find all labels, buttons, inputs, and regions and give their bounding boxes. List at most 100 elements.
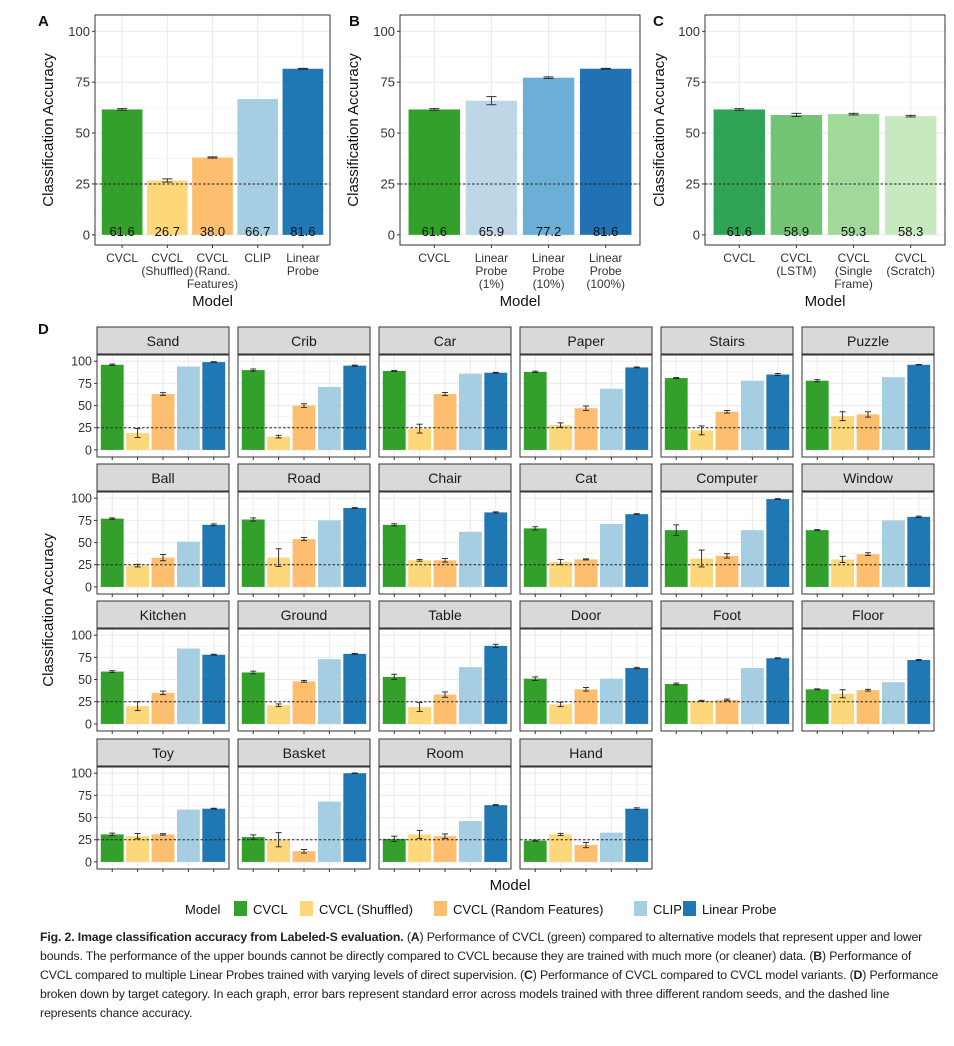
legend-swatch-1	[300, 901, 313, 916]
y-tick-label: 0	[85, 855, 92, 869]
x-tick-label-line: (Scratch)	[886, 264, 935, 278]
bar-random-features	[433, 694, 457, 724]
bar-random-features	[856, 690, 880, 724]
bar-random-features	[292, 681, 316, 724]
bar-clip	[458, 667, 482, 724]
x-tick-label-line: CVCL	[106, 251, 138, 265]
facet-strip-paper	[519, 326, 653, 355]
facet-title: Basket	[283, 745, 326, 761]
x-tick-label-line: (1%)	[479, 277, 504, 291]
data-label: 77.2	[536, 224, 561, 239]
x-tick-label: CVCL (Scratch)	[886, 251, 935, 278]
bar-4	[282, 68, 324, 235]
legend-swatch-4	[683, 901, 696, 916]
x-tick-label: CVCL (Single Frame)	[834, 251, 873, 291]
facet-road	[237, 491, 371, 597]
y-tick-label: 0	[388, 227, 395, 242]
facet-title: Door	[571, 607, 602, 623]
legend-swatch-0	[234, 901, 247, 916]
data-label: 26.7	[155, 224, 180, 239]
x-tick-label-line: Probe	[475, 264, 507, 278]
bar-shuffled	[549, 834, 573, 862]
y-axis-title: Classification Accuracy	[651, 53, 668, 207]
bar-random-features	[574, 408, 598, 450]
bar-linear-probe	[766, 499, 790, 587]
y-tick-label: 75	[76, 75, 90, 90]
x-tick-label-line: Linear	[589, 251, 622, 265]
bar-linear-probe	[625, 668, 649, 724]
facet-title: Kitchen	[140, 607, 187, 623]
facet-strip-basket	[237, 738, 371, 767]
data-label: 65.9	[479, 224, 504, 239]
facet-title: Room	[426, 745, 463, 761]
facet-title: Ball	[151, 470, 174, 486]
x-tick-label-line: CVCL	[196, 251, 228, 265]
y-axis-title: Classification Accuracy	[40, 533, 57, 687]
x-tick-label-line: CLIP	[244, 251, 271, 265]
facet-title: Puzzle	[847, 333, 889, 349]
bar-linear-probe	[625, 808, 649, 862]
y-tick-label: 50	[78, 536, 92, 550]
bar-clip	[599, 388, 623, 450]
caption-segment: (	[403, 930, 411, 944]
facet-title: Chair	[428, 470, 462, 486]
x-tick-label-line: CVCL	[418, 251, 450, 265]
x-tick-label: Linear Probe (1%)	[475, 251, 508, 291]
facet-strip-window	[801, 463, 935, 492]
facet-cat	[519, 491, 653, 597]
bar-1	[146, 180, 188, 235]
facet-title: Hand	[569, 745, 602, 761]
facet-strip-car	[378, 326, 512, 355]
legend-swatch-2	[434, 901, 447, 916]
bar-clip	[881, 377, 905, 450]
bar-cvcl	[100, 518, 124, 587]
x-tick-label-line: (10%)	[533, 277, 565, 291]
y-tick-label: 100	[71, 629, 92, 643]
bar-linear-probe	[907, 660, 931, 724]
bar-clip	[176, 809, 200, 862]
facet-title: Stairs	[709, 333, 745, 349]
y-tick-label: 75	[78, 377, 92, 391]
y-tick-label: 25	[76, 176, 90, 191]
bar-cvcl	[664, 683, 688, 724]
y-tick-label: 50	[686, 126, 700, 141]
caption-segment: ) Performance broken down by target cate…	[40, 968, 939, 1020]
facet-floor	[801, 628, 935, 734]
bar-cvcl	[805, 530, 829, 587]
bar-cvcl	[523, 840, 547, 862]
bar-random-features	[433, 560, 457, 587]
bar-clip	[317, 801, 341, 862]
facet-strip-sand	[96, 326, 230, 355]
bar-linear-probe	[202, 524, 226, 587]
bar-clip	[740, 530, 764, 587]
y-tick-label: 75	[78, 651, 92, 665]
x-tick-label: CVCL (Shuffled)	[141, 251, 193, 278]
y-tick-label: 0	[85, 580, 92, 594]
legend-label: Linear Probe	[702, 902, 776, 917]
x-tick-label-line: (Rand.	[194, 264, 230, 278]
caption-segment: D	[853, 968, 863, 982]
bar-2	[827, 114, 880, 235]
facet-title: Cat	[575, 470, 597, 486]
bar-clip	[317, 520, 341, 587]
x-tick-label-line: Probe	[533, 264, 565, 278]
bar-random-features	[151, 557, 175, 587]
bar-cvcl	[664, 378, 688, 450]
x-axis-title: Model	[192, 293, 233, 310]
x-tick-label-line: CVCL	[780, 251, 812, 265]
bar-linear-probe	[484, 372, 508, 450]
bar-shuffled	[831, 693, 855, 724]
bar-clip	[740, 380, 764, 450]
panel-label-D: D	[38, 321, 49, 338]
x-tick-label: CLIP	[244, 251, 271, 265]
facet-basket	[237, 766, 371, 872]
bar-linear-probe	[766, 658, 790, 724]
facet-paper	[519, 354, 653, 460]
bar-random-features	[292, 405, 316, 450]
facet-strip-puzzle	[801, 326, 935, 355]
bar-3	[237, 99, 279, 235]
bar-random-features	[292, 851, 316, 862]
bar-cvcl	[241, 370, 265, 450]
bar-linear-probe	[343, 507, 367, 587]
